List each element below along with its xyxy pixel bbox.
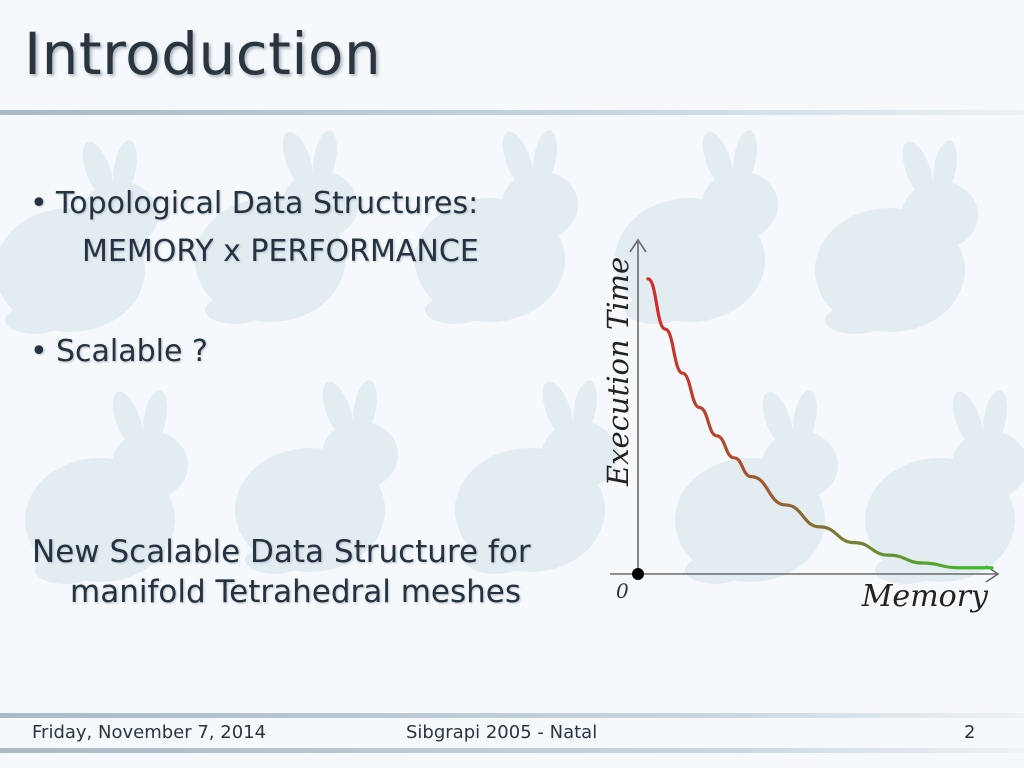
bullet-item: • Scalable ? (30, 333, 208, 371)
page-number: 2 (964, 722, 976, 743)
bullet-subtext: MEMORY x PERFORMANCE (82, 234, 479, 269)
y-axis-label: Execution Time (601, 257, 635, 487)
x-axis-label: Memory (861, 579, 989, 614)
statement-text: New Scalable Data Structure for manifold… (32, 532, 531, 612)
footer-divider-bottom (0, 748, 1024, 753)
bullet-text: Scalable ? (56, 334, 208, 369)
statement-line-2: manifold Tetrahedral meshes (70, 574, 522, 610)
footer-conference: Sibgrapi 2005 - Natal (406, 722, 598, 743)
memory-time-chart: 0 Memory Execution Time (601, 238, 1000, 614)
bullet-icon: • (30, 334, 48, 369)
origin-point (632, 568, 644, 580)
bullet-item: • Topological Data Structures: (30, 185, 478, 223)
footer-divider-top (0, 713, 1024, 718)
bullet-icon: • (30, 186, 48, 221)
y-axis-arrow-icon (629, 238, 647, 253)
bullet-text: Topological Data Structures: (56, 186, 479, 221)
origin-label: 0 (616, 579, 629, 603)
title-divider (0, 110, 1024, 115)
series-line (646, 277, 994, 570)
statement-line-1: New Scalable Data Structure for (32, 534, 531, 570)
footer-date: Friday, November 7, 2014 (32, 722, 267, 743)
slide-title: Introduction (24, 20, 382, 88)
